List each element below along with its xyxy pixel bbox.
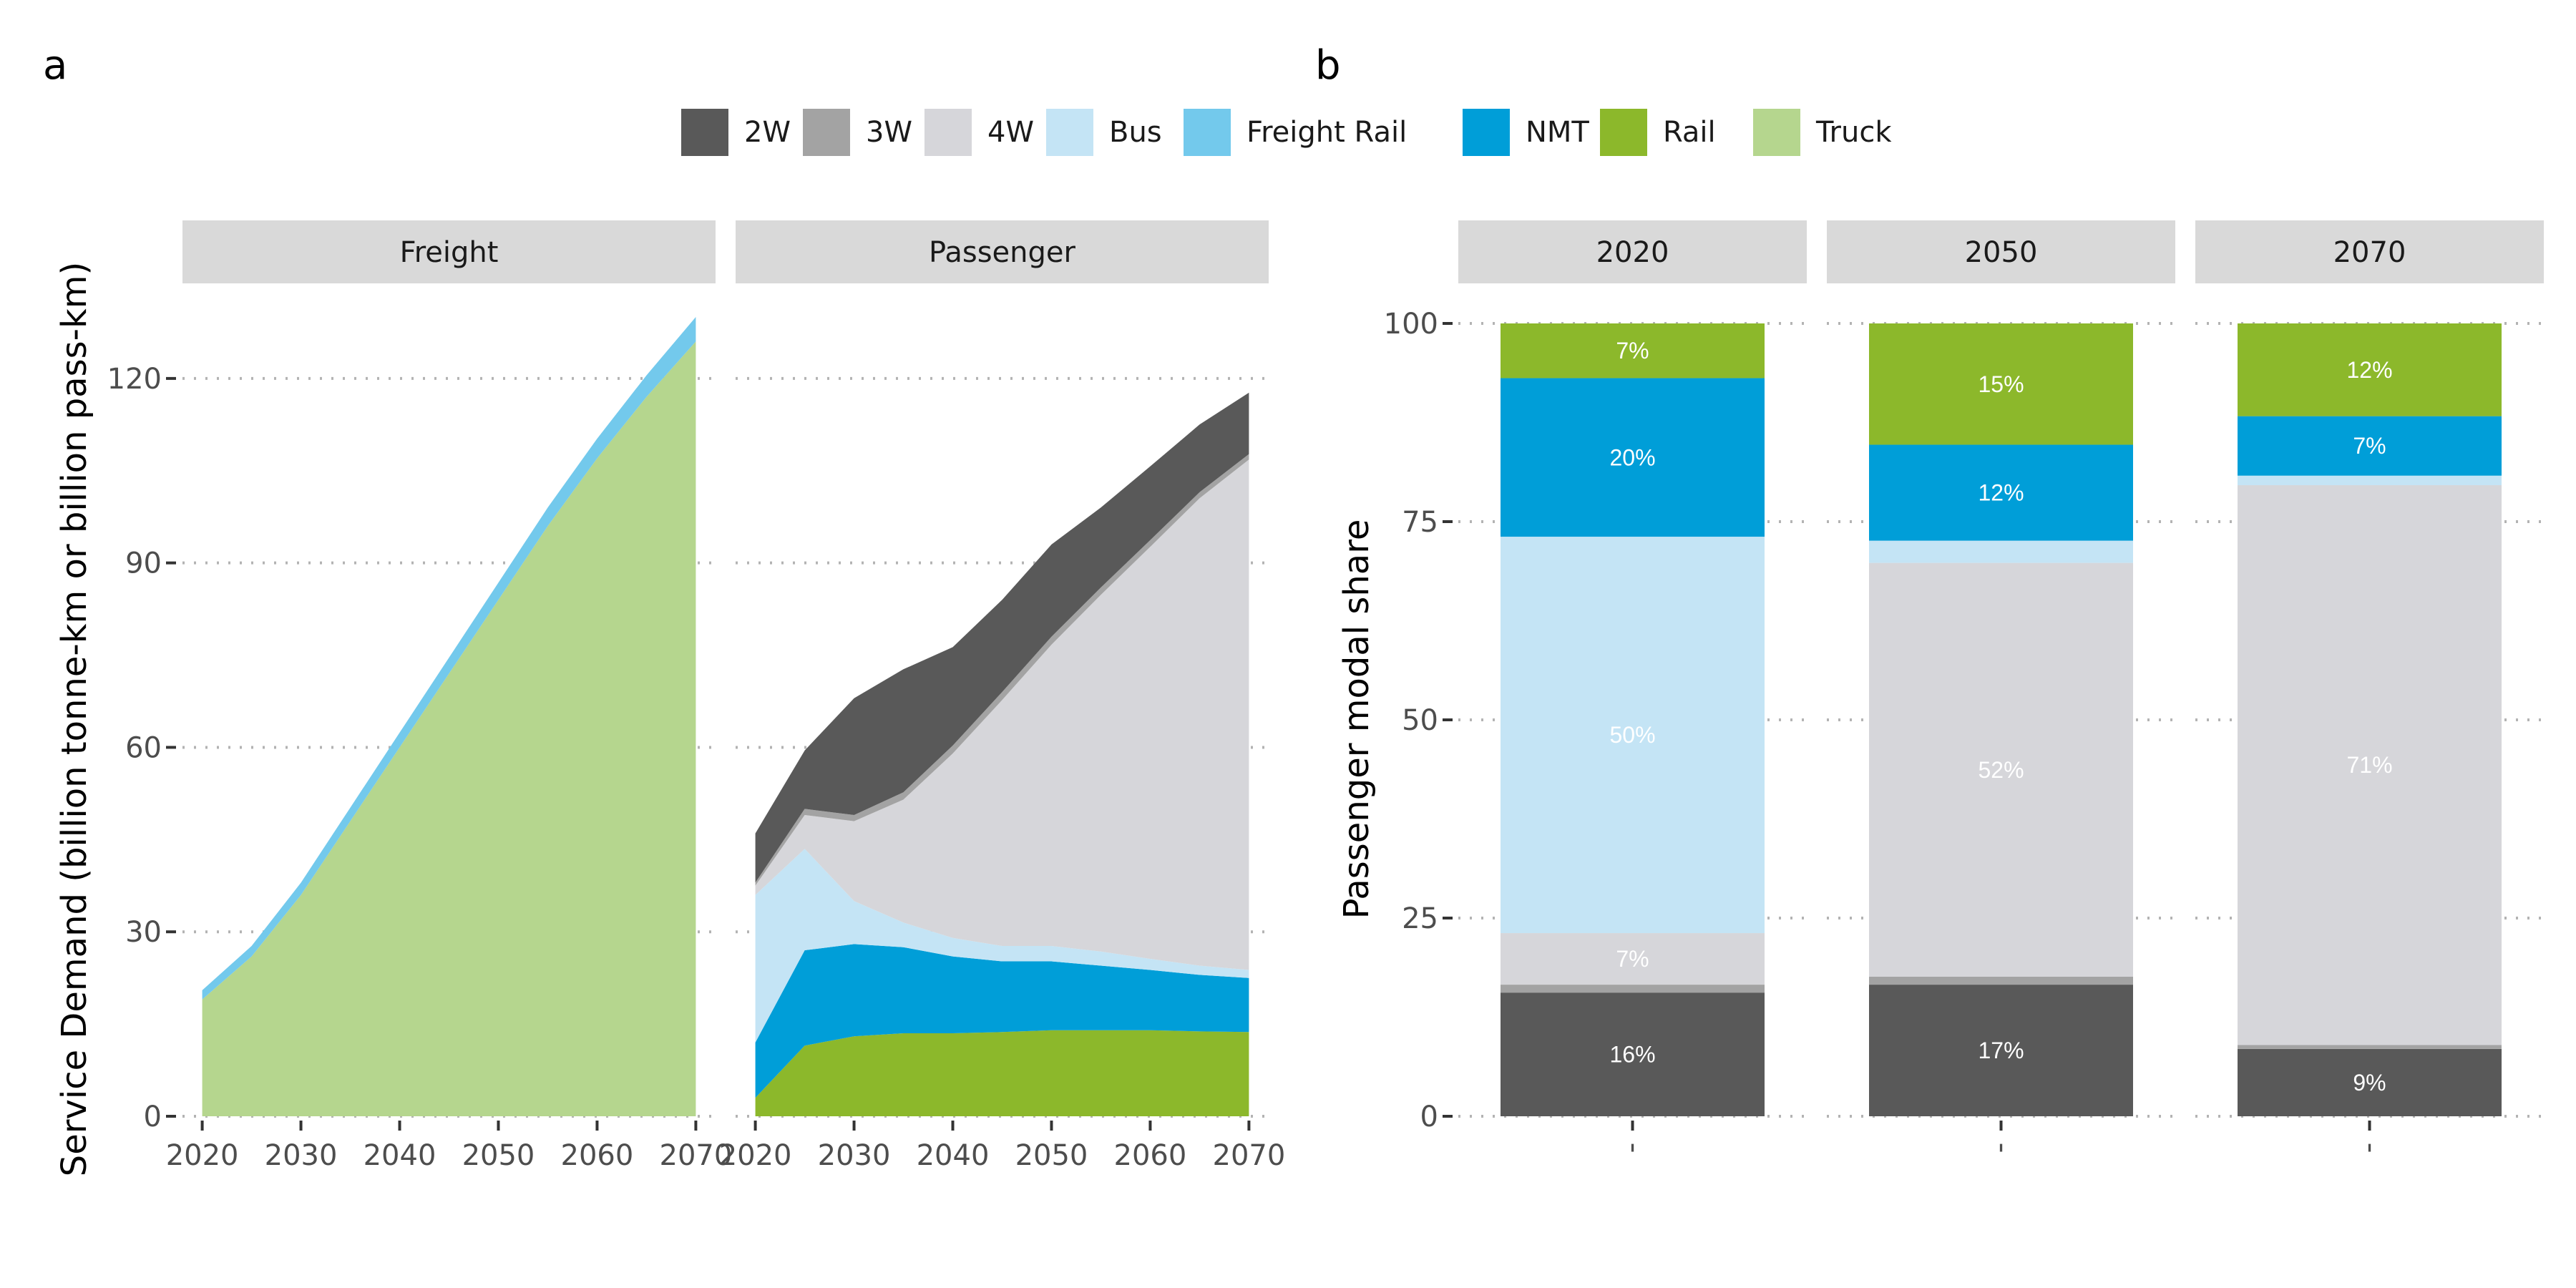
bar-label-2050-2w: 17% — [1978, 1038, 2024, 1063]
panel-a-x-tick-label: 2040 — [917, 1139, 990, 1172]
legend-key-3w — [803, 109, 850, 156]
bar-segment-2050-4w — [1869, 562, 2133, 977]
panel-a-x-tick-label: 2040 — [364, 1139, 436, 1172]
area-freight-freight-rail — [202, 317, 696, 1000]
bar-segment-2050-2w — [1869, 985, 2133, 1116]
bar-segment-2070-bus — [2238, 475, 2502, 486]
bar-label-2020-bus: 50% — [1609, 722, 1655, 748]
area-passenger-4w — [755, 459, 1249, 970]
bar-label-2070-4w: 71% — [2346, 752, 2392, 778]
bar-segment-2070-rail — [2238, 323, 2502, 416]
bar-label-2020-2w: 16% — [1609, 1042, 1655, 1068]
bar-segment-2020-4w — [1501, 933, 1765, 985]
bar-segment-2070-2w — [2238, 1048, 2502, 1116]
panel-b-strip-2070 — [2195, 220, 2544, 283]
panel-a-x-tick-label: 2030 — [818, 1139, 891, 1172]
legend-label-2w: 2W — [744, 116, 791, 149]
area-freight-truck — [202, 341, 696, 1116]
panel-a-y-tick-label: 60 — [125, 731, 162, 764]
panel-a-x-tick-label: 2030 — [265, 1139, 338, 1172]
panel-a-strip-freight — [182, 220, 716, 283]
area-passenger-3w — [755, 454, 1249, 886]
legend-key-4w — [924, 109, 972, 156]
panel-b-y-tick-label: 0 — [1420, 1101, 1438, 1133]
bar-segment-2050-rail — [1869, 323, 2133, 445]
legend-key-nmt — [1463, 109, 1510, 156]
panel-b-strip-label-2050: 2050 — [1965, 236, 2038, 269]
panel-b: Passenger modal share 0 25 50 75 100 2020 16% 7… — [1337, 220, 2544, 1172]
legend-key-bus — [1046, 109, 1093, 156]
bar-label-2070-nmt: 7% — [2353, 433, 2386, 459]
panel-b-strip-label-2020: 2020 — [1596, 236, 1669, 269]
bar-label-2020-4w: 7% — [1616, 946, 1649, 972]
legend-key-rail — [1600, 109, 1647, 156]
panel-a-x-tick-label: 2050 — [462, 1139, 535, 1172]
bar-label-2020-nmt: 20% — [1609, 444, 1655, 470]
panel-a: Service Demand (billion tonne-km or bill… — [54, 220, 1285, 1176]
panel-b-y-tick-label: 75 — [1402, 506, 1438, 539]
panel-a-tag: a — [43, 42, 67, 89]
legend-label-freight-rail: Freight Rail — [1246, 116, 1407, 149]
bar-segment-2070-nmt — [2238, 416, 2502, 476]
panel-a-y-tick-label: 30 — [125, 916, 162, 949]
panel-b-tag: b — [1315, 42, 1341, 89]
area-passenger-bus — [755, 849, 1249, 1043]
legend-label-3w: 3W — [866, 116, 912, 149]
legend-label-rail: Rail — [1663, 116, 1716, 149]
panel-a-y-tick-label: 120 — [107, 363, 162, 396]
bar-segment-2020-rail — [1501, 323, 1765, 379]
bar-label-2020-rail: 7% — [1616, 338, 1649, 364]
bar-segment-2020-2w — [1501, 992, 1765, 1116]
panel-b-strip-2020 — [1458, 220, 1807, 283]
panel-a-y-tick-label: 90 — [125, 547, 162, 580]
panel-a-strip-passenger — [736, 220, 1269, 283]
bar-segment-2070-3w — [2238, 1045, 2502, 1049]
panel-a-x-tick-label: 2060 — [561, 1139, 634, 1172]
area-passenger-nmt — [755, 944, 1249, 1098]
bar-segment-2070-4w — [2238, 485, 2502, 1045]
panel-a-x-tick-label: 2060 — [1114, 1139, 1187, 1172]
bar-segment-2020-nmt — [1501, 378, 1765, 537]
panel-b-strip-label-2070: 2070 — [2333, 236, 2406, 269]
area-passenger-2w — [755, 392, 1249, 883]
bar-label-2050-4w: 52% — [1978, 757, 2024, 783]
panel-a-y-axis-title: Service Demand (billion tonne-km or bill… — [54, 262, 94, 1176]
legend-label-4w: 4W — [987, 116, 1034, 149]
panel-a-x-tick-label: 2020 — [166, 1139, 239, 1172]
legend-key-truck — [1753, 109, 1800, 156]
bar-label-2050-rail: 15% — [1978, 371, 2024, 397]
panel-b-y-axis-title: Passenger modal share — [1337, 519, 1377, 919]
bar-label-2070-2w: 9% — [2353, 1070, 2386, 1096]
panel-a-strip-label-passenger: Passenger — [929, 236, 1075, 269]
panel-b-x-tick-label: ' — [1629, 1139, 1636, 1172]
bar-segment-2050-nmt — [1869, 444, 2133, 541]
panel-a-strip-label-freight: Freight — [400, 236, 499, 269]
legend-key-freight-rail — [1184, 109, 1231, 156]
bar-segment-2020-bus — [1501, 537, 1765, 934]
bar-label-2050-nmt: 12% — [1978, 480, 2024, 506]
panel-b-strip-2050 — [1827, 220, 2175, 283]
panel-a-x-tick-label: 2070 — [660, 1139, 733, 1172]
panel-b-y-tick-label: 50 — [1402, 704, 1438, 737]
legend-label-truck: Truck — [1815, 116, 1892, 149]
bar-segment-2020-3w — [1501, 985, 1765, 993]
area-passenger-rail — [755, 1030, 1249, 1116]
legend: 2W 3W 4W Bus Freight Rail NMT Rail Truck — [681, 109, 1892, 156]
panel-b-x-tick-label: ' — [2366, 1139, 2373, 1172]
panel-b-y-tick-label: 25 — [1402, 902, 1438, 935]
bar-label-2070-rail: 12% — [2346, 357, 2392, 383]
panel-a-x-tick-label: 2020 — [719, 1139, 792, 1172]
panel-b-y-tick-label: 100 — [1384, 308, 1438, 341]
bar-segment-2050-3w — [1869, 976, 2133, 985]
panel-a-x-tick-label: 2050 — [1015, 1139, 1088, 1172]
legend-label-nmt: NMT — [1526, 116, 1589, 149]
panel-b-x-tick-label: ' — [1997, 1139, 2005, 1172]
legend-label-bus: Bus — [1109, 116, 1162, 149]
panel-a-x-tick-label: 2070 — [1213, 1139, 1286, 1172]
legend-key-2w — [681, 109, 728, 156]
panel-a-y-tick-label: 0 — [144, 1101, 162, 1133]
bar-segment-2050-bus — [1869, 540, 2133, 563]
